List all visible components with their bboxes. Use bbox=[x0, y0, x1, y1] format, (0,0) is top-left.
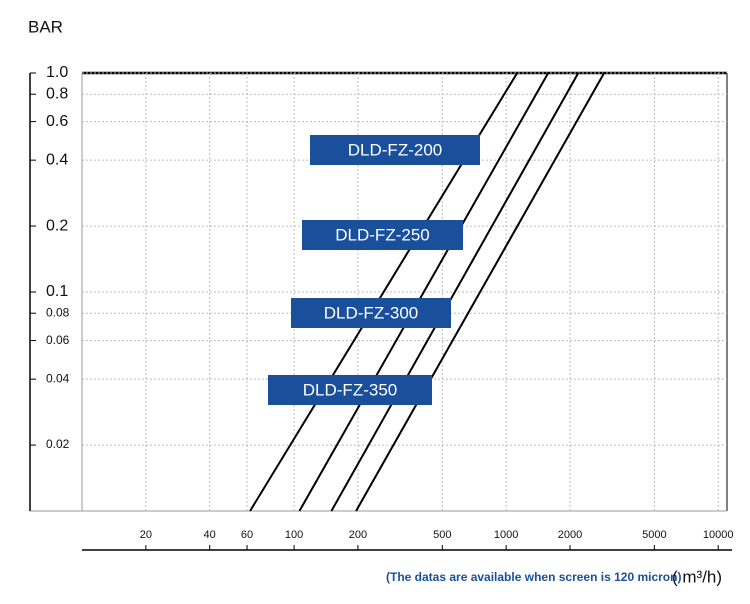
x-tick-label: 2000 bbox=[558, 529, 582, 541]
x-tick-label: 60 bbox=[241, 529, 253, 541]
note: (The datas are available when screen is … bbox=[386, 570, 681, 584]
series-line bbox=[330, 72, 580, 512]
x-tick-label: 5000 bbox=[642, 529, 666, 541]
x-tick-label: 200 bbox=[349, 529, 367, 541]
legend-box bbox=[291, 298, 451, 328]
x-tick-label: 500 bbox=[433, 529, 451, 541]
y-tick-label: 1.0 bbox=[46, 64, 68, 81]
y-tick-label: 0.02 bbox=[46, 437, 70, 451]
x-tick-label: 40 bbox=[204, 529, 216, 541]
y-tick-label: 0.4 bbox=[46, 151, 68, 168]
legend-label: DLD-FZ-200 bbox=[348, 140, 442, 159]
legend-box bbox=[302, 220, 463, 250]
x-tick-label: 1000 bbox=[494, 529, 518, 541]
y-tick-label: 0.08 bbox=[46, 305, 70, 319]
legend-label: DLD-FZ-250 bbox=[335, 225, 429, 244]
legend-label: DLD-FZ-350 bbox=[303, 380, 397, 399]
y-axis-label: BAR bbox=[28, 17, 63, 36]
x-axis-label: ( m³/h) bbox=[672, 567, 722, 586]
legend-label: DLD-FZ-300 bbox=[324, 303, 418, 322]
y-tick-label: 0.6 bbox=[46, 113, 68, 130]
x-tick-label: 10000 bbox=[703, 529, 734, 541]
legend-box bbox=[268, 375, 432, 405]
legend-box bbox=[310, 135, 480, 165]
series-line bbox=[298, 72, 550, 512]
series-line bbox=[355, 72, 605, 512]
x-tick-label: 20 bbox=[140, 529, 152, 541]
y-tick-label: 0.1 bbox=[46, 283, 68, 300]
y-tick-label: 0.8 bbox=[46, 85, 68, 102]
y-tick-label: 0.2 bbox=[46, 217, 68, 234]
y-tick-label: 0.04 bbox=[46, 371, 70, 385]
x-tick-label: 100 bbox=[285, 529, 303, 541]
y-tick-label: 0.06 bbox=[46, 333, 70, 347]
